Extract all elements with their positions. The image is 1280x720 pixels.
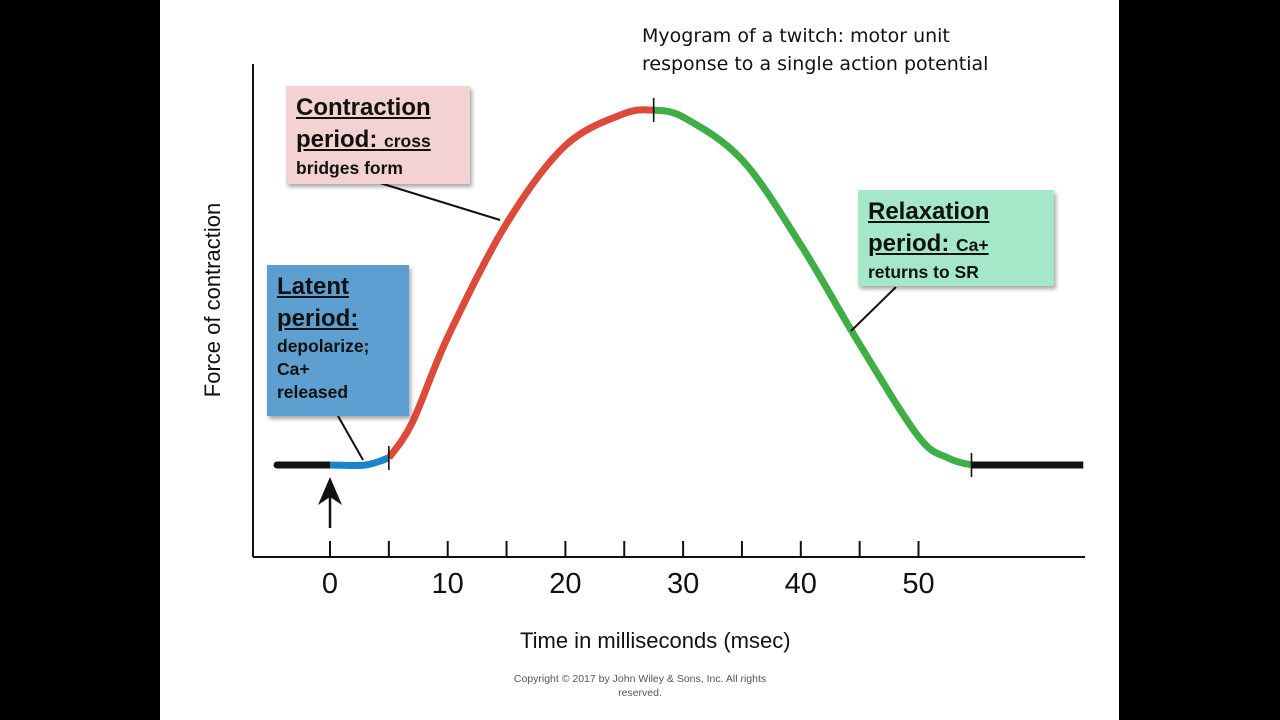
latent-body1: depolarize;	[277, 336, 370, 356]
x-tick-label: 30	[666, 568, 700, 600]
contraction-body: bridges form	[296, 158, 403, 178]
relaxation-body: returns to SR	[868, 262, 979, 282]
slide: Myogram of a twitch: motor unit response…	[160, 0, 1119, 720]
relaxation-head: Relaxation	[868, 198, 990, 225]
contraction-period-box: Contraction period: cross bridges form	[286, 86, 470, 184]
twitch-myogram-chart	[252, 64, 1085, 558]
latent-head: Latent	[277, 273, 349, 300]
relaxation-head2: period:	[868, 230, 950, 257]
copyright-line1: Copyright © 2017 by John Wiley & Sons, I…	[513, 673, 767, 685]
x-axis-label: Time in milliseconds (msec)	[520, 628, 791, 653]
x-tick-label: 0	[321, 568, 339, 600]
latent-phase-line	[329, 454, 390, 470]
chart-title-line2: response to a single action potential	[642, 53, 989, 75]
contraction-head2: period:	[296, 126, 378, 153]
chart-title: Myogram of a twitch: motor unit response…	[642, 22, 1062, 78]
x-tick-label: 40	[784, 568, 817, 600]
contraction-leader-line	[379, 182, 501, 221]
latent-body3: released	[277, 382, 349, 402]
relaxation-leader-line	[850, 286, 897, 332]
copyright-notice: Copyright © 2017 by John Wiley & Sons, I…	[500, 672, 780, 700]
relaxation-period-box: Relaxation period: Ca+ returns to SR	[858, 190, 1054, 286]
latent-head2: period:	[277, 305, 359, 332]
latent-body2: Ca+	[277, 359, 310, 379]
y-axis-label: Force of contraction	[200, 202, 225, 398]
contraction-head: Contraction	[296, 94, 431, 121]
x-tick-label: 50	[902, 568, 935, 600]
x-tick-label: 20	[549, 568, 582, 600]
copyright-line2: reserved.	[618, 687, 662, 699]
chart-title-line1: Myogram of a twitch: motor unit	[642, 25, 950, 47]
relaxation-phase-line	[652, 106, 973, 469]
stimulus-arrow-head	[318, 477, 342, 505]
x-tick-label: 10	[431, 568, 464, 600]
contraction-inline: cross	[384, 131, 431, 151]
relaxation-inline: Ca+	[956, 235, 989, 255]
latent-period-box: Latent period: depolarize; Ca+ released	[267, 265, 409, 416]
contraction-phase-line	[385, 106, 655, 460]
latent-leader-line	[337, 415, 364, 461]
